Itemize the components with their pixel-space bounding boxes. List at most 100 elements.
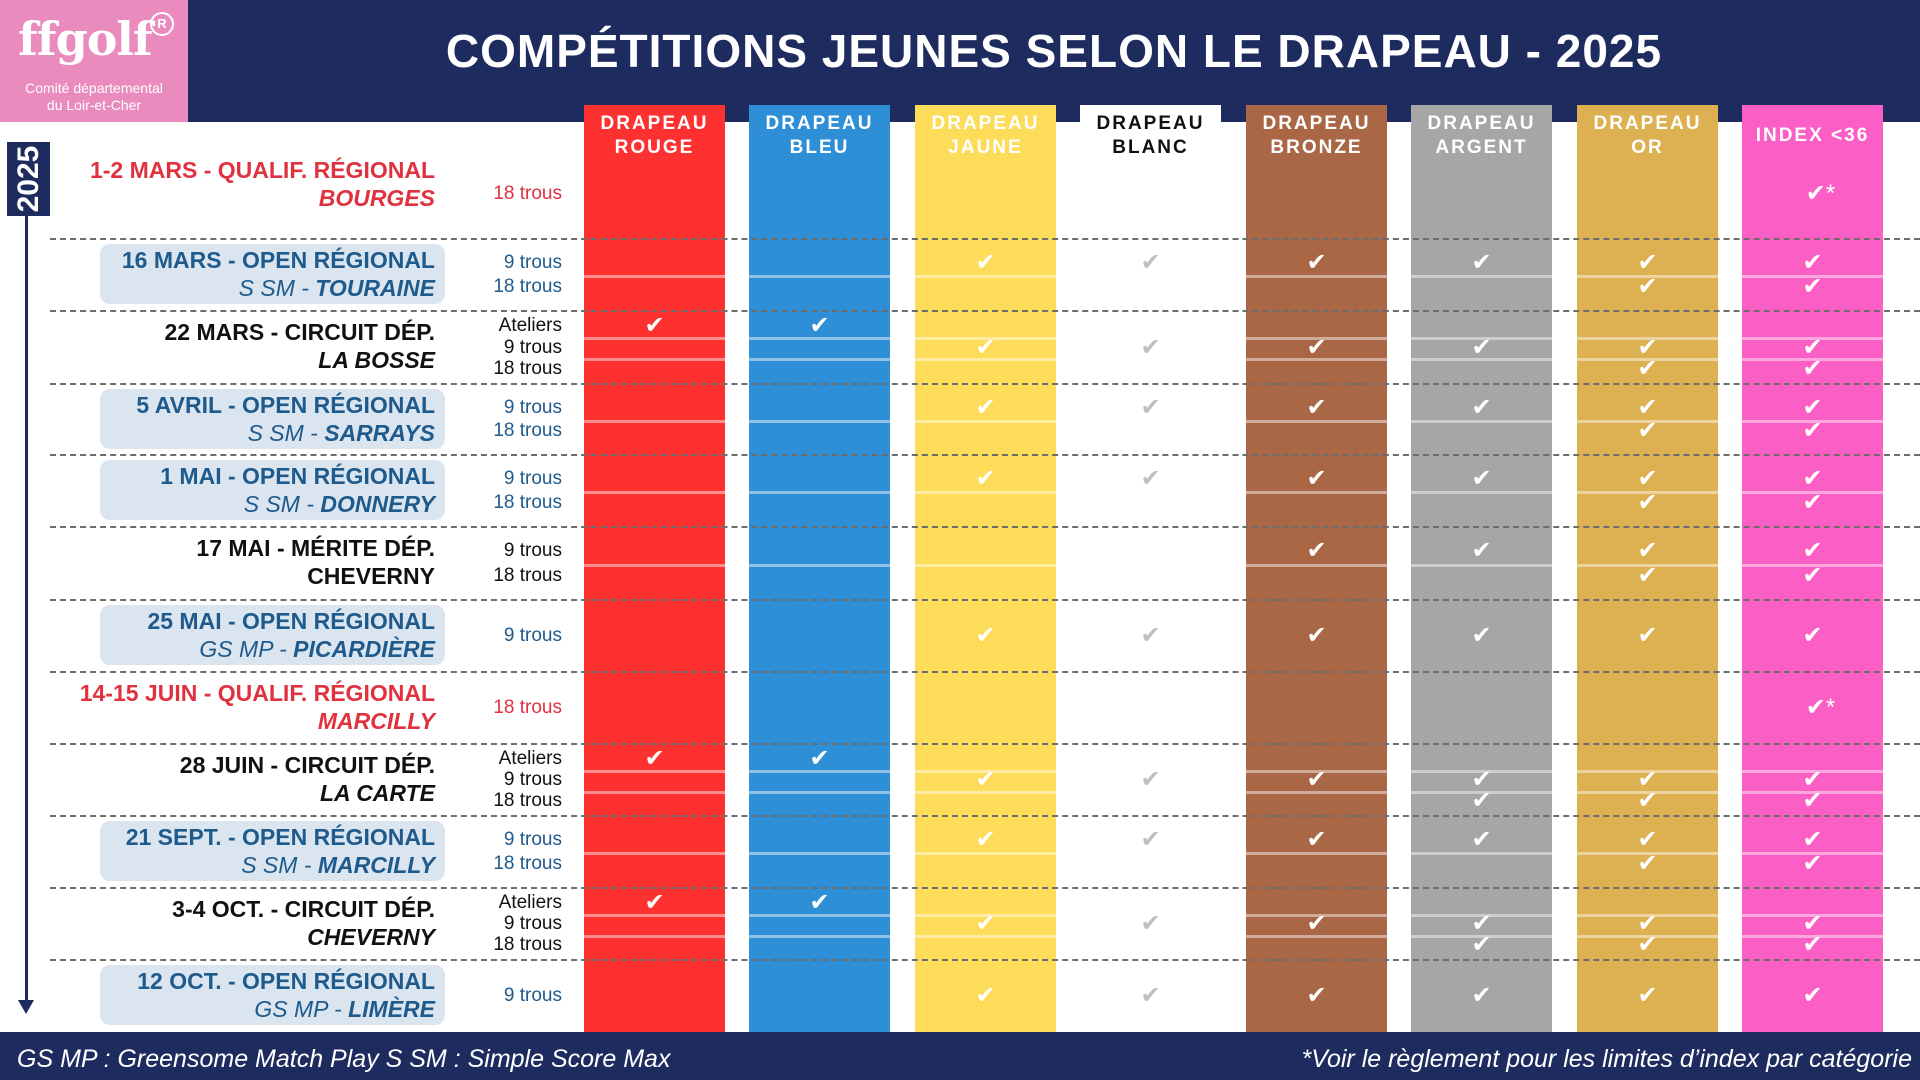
check-icon: ✔ — [1306, 981, 1327, 1009]
event-name: 16 MARS - OPEN RÉGIONAL — [121, 247, 435, 273]
event-format-code: S SM - — [247, 420, 325, 446]
event-name: 1-2 MARS - QUALIF. RÉGIONAL — [89, 157, 435, 183]
check-icon: ✔ — [1306, 465, 1327, 493]
subrow-divider — [584, 491, 725, 494]
check-icon: ✔ — [1140, 249, 1161, 277]
check-icon: ✔ — [1802, 488, 1823, 516]
subrow-divider — [1080, 791, 1221, 794]
column-header-line1: DRAPEAU — [1427, 113, 1536, 134]
footer-note: *Voir le règlement pour les limites d’in… — [1301, 1045, 1913, 1073]
event-venue: GS MP - PICARDIÈRE — [199, 635, 435, 663]
check-icon: ✔ — [1637, 787, 1658, 814]
format-label: 9 trous — [503, 984, 562, 1006]
check-icon: ✔ — [1637, 393, 1658, 421]
check-icon: ✔ — [1471, 537, 1492, 565]
footer-legend: GS MP : Greensome Match Play S SM : Simp… — [17, 1045, 671, 1073]
format-label: 9 trous — [503, 396, 562, 418]
event-label: 3-4 OCT. - CIRCUIT DÉP. CHEVERNY — [100, 893, 445, 953]
row-separator — [50, 815, 1920, 817]
subrow-divider — [1080, 337, 1221, 340]
subrow-divider — [584, 770, 725, 773]
format-label: 9 trous — [503, 625, 562, 646]
subrow-divider — [1080, 275, 1221, 278]
check-icon: ✔ — [1140, 981, 1161, 1009]
check-icon: ✔ — [1471, 249, 1492, 277]
flag-column-header: DRAPEAU ARGENT — [1411, 112, 1552, 160]
check-icon: ✔ — [1471, 910, 1492, 937]
event-venue: CHEVERNY — [307, 562, 435, 590]
row-separator — [50, 454, 1920, 456]
check-icon: ✔ — [1802, 787, 1823, 814]
logo-subtitle-line2: du Loir-et-Cher — [46, 97, 142, 113]
subrow-divider — [1577, 275, 1718, 278]
row-separator — [50, 959, 1920, 961]
check-icon: ✔ — [1637, 910, 1658, 937]
check-icon: ✔ — [1637, 622, 1658, 649]
column-header-line2: BLEU — [789, 137, 850, 158]
check-icon: ✔ — [809, 745, 830, 772]
row-separator — [50, 599, 1920, 601]
event-label: 1 MAI - OPEN RÉGIONAL S SM - DONNERY — [100, 460, 445, 520]
subrow-divider — [1577, 564, 1718, 567]
subrow-divider — [749, 914, 890, 917]
subrow-divider — [1080, 564, 1221, 567]
event-venue: S SM - DONNERY — [244, 490, 435, 518]
year-tab: 2025 — [7, 142, 50, 216]
logo-subtitle-line1: Comité départemental — [25, 80, 163, 96]
format-label: 18 trous — [493, 852, 562, 874]
subrow-divider — [1577, 791, 1718, 794]
subrow-divider — [1080, 852, 1221, 855]
header-bar — [0, 0, 1920, 122]
format-label: Ateliers — [498, 748, 562, 769]
check-icon: ✔ — [1637, 354, 1658, 382]
registered-mark: R — [150, 12, 174, 36]
subrow-divider — [584, 337, 725, 340]
check-icon: ✔ — [1471, 826, 1492, 854]
column-header-line2: BRONZE — [1270, 137, 1363, 158]
event-label: 5 AVRIL - OPEN RÉGIONAL S SM - SARRAYS — [100, 389, 445, 449]
subrow-divider — [1080, 914, 1221, 917]
subrow-divider — [584, 564, 725, 567]
check-icon: ✔ — [1802, 272, 1823, 300]
subrow-divider — [749, 337, 890, 340]
format-label: 18 trous — [493, 790, 562, 811]
format-label: 9 trous — [503, 769, 562, 790]
check-icon: ✔ — [644, 312, 665, 340]
event-venue: GS MP - LIMÈRE — [254, 995, 435, 1023]
subrow-divider — [915, 337, 1056, 340]
format-label: 18 trous — [493, 697, 562, 718]
flag-column-header: DRAPEAU BRONZE — [1246, 112, 1387, 160]
subrow-divider — [915, 791, 1056, 794]
check-icon: ✔ — [1802, 826, 1823, 854]
ffgolf-logo: ffgolf R Comité départemental du Loir-et… — [0, 0, 188, 122]
subrow-divider — [584, 420, 725, 423]
subrow-divider — [584, 791, 725, 794]
column-header-line1: INDEX <36 — [1755, 125, 1870, 146]
check-icon: ✔ — [1637, 537, 1658, 565]
event-label: 12 OCT. - OPEN RÉGIONAL GS MP - LIMÈRE — [100, 965, 445, 1025]
event-venue: MARCILLY — [318, 707, 435, 735]
event-venue: LA BOSSE — [318, 346, 435, 374]
check-icon: ✔ — [644, 745, 665, 772]
check-icon: ✔ — [1306, 333, 1327, 361]
subrow-divider — [1246, 791, 1387, 794]
check-icon: ✔ — [1306, 766, 1327, 793]
event-venue-name: MARCILLY — [317, 852, 435, 878]
subrow-divider — [1742, 337, 1883, 340]
check-icon: ✔ — [809, 889, 830, 916]
check-icon: ✔ — [1802, 981, 1823, 1009]
subrow-divider — [915, 852, 1056, 855]
column-header-line1: DRAPEAU — [1593, 113, 1702, 134]
check-icon: ✔ — [1140, 910, 1161, 937]
check-icon: ✔ — [1802, 537, 1823, 565]
check-icon: ✔ — [644, 889, 665, 916]
check-icon: ✔ — [1471, 787, 1492, 814]
check-icon: ✔ — [1637, 849, 1658, 877]
event-format-code: GS MP - — [254, 996, 349, 1022]
event-venue: S SM - TOURAINE — [239, 274, 435, 302]
subrow-divider — [584, 935, 725, 938]
row-separator — [50, 743, 1920, 745]
subrow-divider — [1080, 935, 1221, 938]
subrow-divider — [1411, 914, 1552, 917]
check-icon: ✔ — [1802, 849, 1823, 877]
